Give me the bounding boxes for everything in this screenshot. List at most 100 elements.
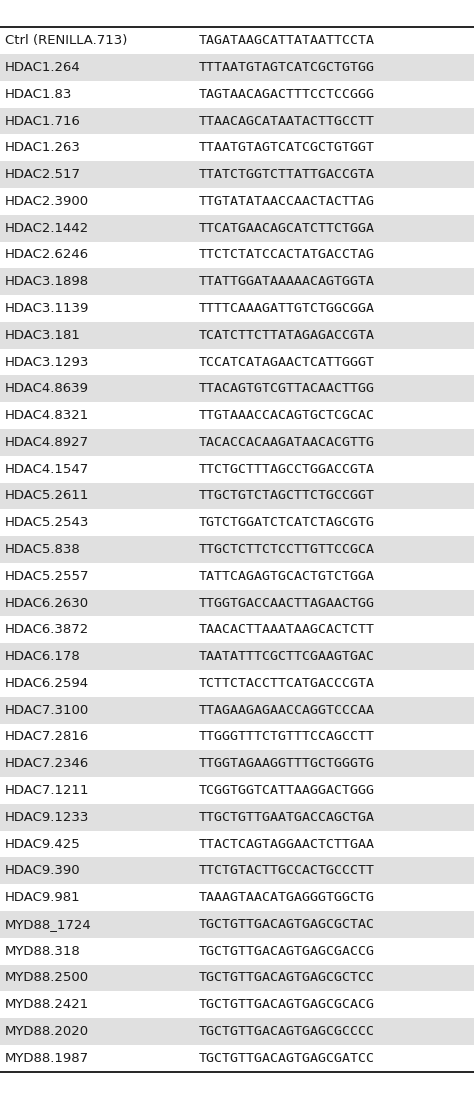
Text: HDAC2.3900: HDAC2.3900 — [5, 195, 89, 208]
Text: HDAC3.1139: HDAC3.1139 — [5, 302, 89, 315]
Text: TGCTGTTGACAGTGAGCGCTAC: TGCTGTTGACAGTGAGCGCTAC — [199, 918, 375, 931]
Bar — [0, 456, 474, 483]
Text: TTAATGTAGTCATCGCTGTGGT: TTAATGTAGTCATCGCTGTGGT — [199, 141, 375, 154]
Bar — [0, 509, 474, 537]
Text: HDAC1.264: HDAC1.264 — [5, 61, 81, 74]
Text: MYD88.2421: MYD88.2421 — [5, 998, 89, 1011]
Bar — [0, 214, 474, 242]
Bar — [0, 590, 474, 616]
Text: HDAC7.2816: HDAC7.2816 — [5, 730, 89, 743]
Bar — [0, 376, 474, 402]
Text: HDAC7.2346: HDAC7.2346 — [5, 757, 89, 771]
Text: TTAGAAGAGAACCAGGTCCCAA: TTAGAAGAGAACCAGGTCCCAA — [199, 704, 375, 717]
Text: TGCTGTTGACAGTGAGCGACCG: TGCTGTTGACAGTGAGCGACCG — [199, 944, 375, 957]
Bar — [0, 402, 474, 430]
Text: TTCATGAACAGCATCTTCTGGA: TTCATGAACAGCATCTTCTGGA — [199, 222, 375, 235]
Bar — [0, 1019, 474, 1045]
Text: HDAC2.6246: HDAC2.6246 — [5, 248, 89, 261]
Text: HDAC5.838: HDAC5.838 — [5, 543, 81, 556]
Text: TAAAGTAACATGAGGGTGGCTG: TAAAGTAACATGAGGGTGGCTG — [199, 891, 375, 904]
Text: HDAC6.3872: HDAC6.3872 — [5, 623, 89, 636]
Text: MYD88.2020: MYD88.2020 — [5, 1025, 89, 1038]
Bar — [0, 483, 474, 509]
Text: TATTCAGAGTGCACTGTCTGGA: TATTCAGAGTGCACTGTCTGGA — [199, 569, 375, 583]
Bar — [0, 242, 474, 269]
Text: HDAC2.517: HDAC2.517 — [5, 168, 81, 181]
Text: TAGATAAGCATTATAATTCCTA: TAGATAAGCATTATAATTCCTA — [199, 34, 375, 47]
Bar — [0, 430, 474, 456]
Bar — [0, 804, 474, 831]
Text: TGCTGTTGACAGTGAGCGCTCC: TGCTGTTGACAGTGAGCGCTCC — [199, 972, 375, 985]
Text: MYD88.318: MYD88.318 — [5, 944, 81, 957]
Text: TTACTCAGTAGGAACTCTTGAA: TTACTCAGTAGGAACTCTTGAA — [199, 837, 375, 850]
Text: TGCTGTTGACAGTGAGCGATCC: TGCTGTTGACAGTGAGCGATCC — [199, 1051, 375, 1065]
Text: HDAC9.981: HDAC9.981 — [5, 891, 81, 904]
Text: HDAC9.1233: HDAC9.1233 — [5, 811, 89, 824]
Text: TAGTAACAGACTTTCCTCCGGG: TAGTAACAGACTTTCCTCCGGG — [199, 87, 375, 101]
Text: TGCTGTTGACAGTGAGCGCACG: TGCTGTTGACAGTGAGCGCACG — [199, 998, 375, 1011]
Text: HDAC5.2557: HDAC5.2557 — [5, 569, 89, 583]
Text: TTACAGTGTCGTTACAACTTGG: TTACAGTGTCGTTACAACTTGG — [199, 383, 375, 396]
Text: TTGGTGACCAACTTAGAACTGG: TTGGTGACCAACTTAGAACTGG — [199, 597, 375, 610]
Text: TTGTATATAACCAACTACTTAG: TTGTATATAACCAACTACTTAG — [199, 195, 375, 208]
Bar — [0, 616, 474, 644]
Bar — [0, 884, 474, 912]
Bar — [0, 965, 474, 991]
Text: TCCATCATAGAACTCATTGGGT: TCCATCATAGAACTCATTGGGT — [199, 355, 375, 368]
Bar — [0, 188, 474, 215]
Text: HDAC7.3100: HDAC7.3100 — [5, 704, 89, 717]
Text: TTGGGTTTCTGTTTCCAGCCTT: TTGGGTTTCTGTTTCCAGCCTT — [199, 730, 375, 743]
Text: HDAC9.425: HDAC9.425 — [5, 837, 81, 850]
Bar — [0, 162, 474, 188]
Text: TTGTAAACCACAGTGCTCGCAC: TTGTAAACCACAGTGCTCGCAC — [199, 409, 375, 422]
Text: TTCTGCTTTAGCCTGGACCGTA: TTCTGCTTTAGCCTGGACCGTA — [199, 462, 375, 475]
Text: HDAC6.178: HDAC6.178 — [5, 650, 81, 663]
Text: MYD88.2500: MYD88.2500 — [5, 972, 89, 985]
Text: TCTTCTACCTTCATGACCCGTA: TCTTCTACCTTCATGACCCGTA — [199, 677, 375, 690]
Text: HDAC4.8927: HDAC4.8927 — [5, 436, 89, 449]
Text: TCATCTTCTTATAGAGACCGTA: TCATCTTCTTATAGAGACCGTA — [199, 329, 375, 342]
Bar — [0, 537, 474, 563]
Bar — [0, 938, 474, 965]
Bar — [0, 269, 474, 295]
Text: TTGGTAGAAGGTTTGCTGGGTG: TTGGTAGAAGGTTTGCTGGGTG — [199, 757, 375, 771]
Text: TAACACTTAAATAAGCACTCTT: TAACACTTAAATAAGCACTCTT — [199, 623, 375, 636]
Bar — [0, 322, 474, 349]
Text: HDAC3.1293: HDAC3.1293 — [5, 355, 89, 368]
Text: TCGGTGGTCATTAAGGACTGGG: TCGGTGGTCATTAAGGACTGGG — [199, 784, 375, 797]
Bar — [0, 134, 474, 162]
Text: HDAC5.2543: HDAC5.2543 — [5, 516, 89, 529]
Text: HDAC9.390: HDAC9.390 — [5, 865, 81, 878]
Bar — [0, 81, 474, 108]
Text: HDAC6.2594: HDAC6.2594 — [5, 677, 89, 690]
Text: TGCTGTTGACAGTGAGCGCCCC: TGCTGTTGACAGTGAGCGCCCC — [199, 1025, 375, 1038]
Text: HDAC1.716: HDAC1.716 — [5, 115, 81, 128]
Text: TTAACAGCATAATACTTGCCTT: TTAACAGCATAATACTTGCCTT — [199, 115, 375, 128]
Text: TGTCTGGATCTCATCTAGCGTG: TGTCTGGATCTCATCTAGCGTG — [199, 516, 375, 529]
Text: HDAC4.8639: HDAC4.8639 — [5, 383, 89, 396]
Text: HDAC7.1211: HDAC7.1211 — [5, 784, 89, 797]
Text: TAATATTTCGCTTCGAAGTGAC: TAATATTTCGCTTCGAAGTGAC — [199, 650, 375, 663]
Text: HDAC4.8321: HDAC4.8321 — [5, 409, 89, 422]
Text: HDAC2.1442: HDAC2.1442 — [5, 222, 89, 235]
Text: HDAC1.263: HDAC1.263 — [5, 141, 81, 154]
Text: HDAC5.2611: HDAC5.2611 — [5, 490, 89, 503]
Bar — [0, 108, 474, 134]
Bar — [0, 697, 474, 724]
Text: TTCTGTACTTGCCACTGCCCTT: TTCTGTACTTGCCACTGCCCTT — [199, 865, 375, 878]
Text: TTGCTGTCTAGCTTCTGCCGGT: TTGCTGTCTAGCTTCTGCCGGT — [199, 490, 375, 503]
Bar — [0, 1045, 474, 1071]
Bar — [0, 643, 474, 670]
Bar — [0, 563, 474, 590]
Text: HDAC1.83: HDAC1.83 — [5, 87, 72, 101]
Text: TTGCTGTTGAATGACCAGCTGA: TTGCTGTTGAATGACCAGCTGA — [199, 811, 375, 824]
Text: HDAC6.2630: HDAC6.2630 — [5, 597, 89, 610]
Text: HDAC3.1898: HDAC3.1898 — [5, 275, 89, 289]
Text: TTTAATGTAGTCATCGCTGTGG: TTTAATGTAGTCATCGCTGTGG — [199, 61, 375, 74]
Text: TTGCTCTTCTCCTTGTTCCGCA: TTGCTCTTCTCCTTGTTCCGCA — [199, 543, 375, 556]
Bar — [0, 724, 474, 751]
Text: Ctrl (RENILLA.713): Ctrl (RENILLA.713) — [5, 34, 127, 47]
Text: TTCTCTATCCACTATGACCTAG: TTCTCTATCCACTATGACCTAG — [199, 248, 375, 261]
Bar — [0, 991, 474, 1019]
Bar — [0, 912, 474, 938]
